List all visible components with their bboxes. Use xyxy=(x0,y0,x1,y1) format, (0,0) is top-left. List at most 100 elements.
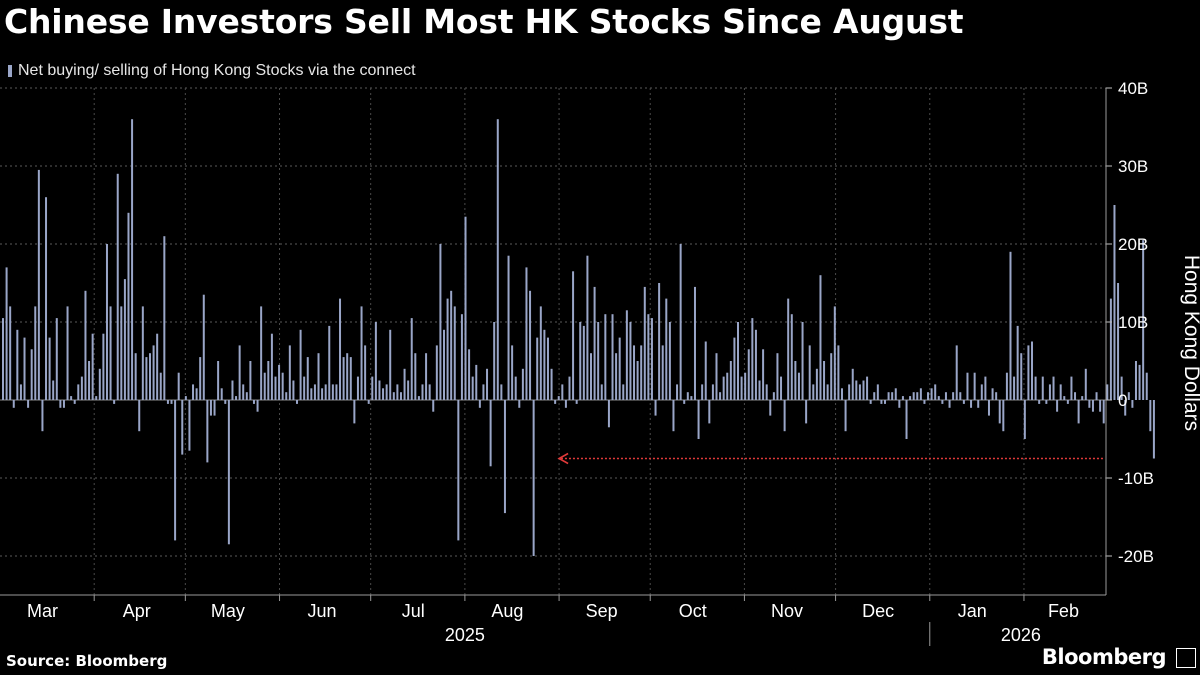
bar xyxy=(489,400,492,467)
bar xyxy=(407,380,410,400)
bar xyxy=(980,384,983,400)
bar xyxy=(830,353,833,400)
bar xyxy=(113,400,116,404)
bar xyxy=(9,306,12,400)
bar xyxy=(27,400,30,408)
bar xyxy=(446,298,449,400)
bar xyxy=(1081,396,1084,400)
bar xyxy=(399,392,402,400)
bar xyxy=(270,333,273,400)
bar xyxy=(138,400,141,432)
bar xyxy=(797,372,800,400)
bar xyxy=(414,353,417,400)
bar xyxy=(866,376,869,400)
bar xyxy=(1059,384,1062,400)
bar xyxy=(313,384,316,400)
bar xyxy=(815,368,818,400)
x-tick-label: Jan xyxy=(958,601,987,621)
bar xyxy=(324,384,327,400)
bar xyxy=(131,119,134,400)
bar xyxy=(891,392,894,400)
bar xyxy=(120,306,123,400)
bar xyxy=(722,376,725,400)
bar xyxy=(217,361,220,400)
bar xyxy=(1023,400,1026,439)
y-tick-label: 30B xyxy=(1118,157,1148,176)
bar xyxy=(912,392,915,400)
bar xyxy=(561,384,564,400)
bar xyxy=(590,353,593,400)
bar xyxy=(984,376,987,400)
bar xyxy=(342,357,345,400)
bar xyxy=(1077,400,1080,424)
legend: Net buying/ selling of Hong Kong Stocks … xyxy=(8,61,416,81)
bar xyxy=(672,400,675,432)
bar xyxy=(611,314,614,400)
bar xyxy=(1005,372,1008,400)
bar xyxy=(794,361,797,400)
bar xyxy=(862,380,865,400)
bar xyxy=(905,400,908,439)
bar xyxy=(141,306,144,400)
bar xyxy=(819,275,822,400)
bar xyxy=(884,400,887,404)
bar xyxy=(1041,376,1044,400)
bar xyxy=(206,400,209,463)
bar xyxy=(529,290,532,400)
bar xyxy=(658,283,661,400)
bar xyxy=(16,329,19,400)
x-tick-label: Mar xyxy=(27,601,58,621)
x-tick-label: Aug xyxy=(491,601,523,621)
annotation-arrowhead-icon xyxy=(557,452,569,465)
bar xyxy=(235,396,238,400)
bar xyxy=(848,384,851,400)
bar xyxy=(281,372,284,400)
bar xyxy=(607,400,610,428)
bar xyxy=(726,372,729,400)
bar xyxy=(299,329,302,400)
source-note: Source: Bloomberg xyxy=(6,652,168,670)
bar xyxy=(762,349,765,400)
bar xyxy=(238,345,241,400)
bar xyxy=(518,400,521,408)
bar xyxy=(443,329,446,400)
bar xyxy=(593,286,596,400)
bar xyxy=(478,400,481,408)
bar xyxy=(159,372,162,400)
bar xyxy=(317,353,320,400)
bar xyxy=(1095,392,1098,400)
bar xyxy=(776,353,779,400)
bar xyxy=(1106,384,1109,400)
bar xyxy=(396,384,399,400)
bar xyxy=(503,400,506,514)
bar xyxy=(1134,361,1137,400)
bar xyxy=(618,337,621,400)
bar xyxy=(686,392,689,400)
bar xyxy=(37,169,40,400)
bar xyxy=(711,384,714,400)
bar xyxy=(392,392,395,400)
bar xyxy=(1070,376,1073,400)
bar xyxy=(227,400,230,545)
bar xyxy=(306,357,309,400)
bar xyxy=(1016,325,1019,400)
bar xyxy=(962,400,965,404)
bar xyxy=(471,376,474,400)
bar xyxy=(468,349,471,400)
bar xyxy=(633,345,636,400)
bar xyxy=(998,400,1001,424)
bar xyxy=(385,384,388,400)
bar xyxy=(876,384,879,400)
x-tick-label: Jun xyxy=(308,601,337,621)
bar xyxy=(70,396,73,400)
bar xyxy=(550,368,553,400)
bar xyxy=(539,306,542,400)
bar xyxy=(1124,400,1127,416)
x-tick-label: Feb xyxy=(1048,601,1079,621)
x-tick-label: Apr xyxy=(123,601,151,621)
year-label: 2025 xyxy=(445,625,485,645)
bar xyxy=(453,306,456,400)
bar xyxy=(955,345,958,400)
bar xyxy=(389,329,392,400)
